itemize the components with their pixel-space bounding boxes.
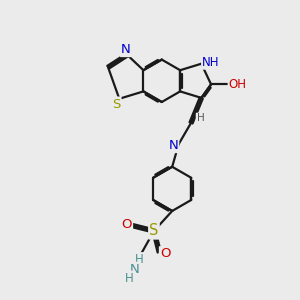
- Text: S: S: [112, 98, 121, 111]
- Text: H: H: [135, 253, 144, 266]
- Text: O: O: [122, 218, 132, 231]
- Text: N: N: [121, 43, 130, 56]
- Text: NH: NH: [202, 56, 220, 69]
- Text: H: H: [196, 113, 204, 124]
- Text: O: O: [160, 247, 170, 260]
- Text: H: H: [125, 272, 134, 285]
- Text: N: N: [169, 139, 178, 152]
- Text: N: N: [130, 263, 140, 276]
- Text: S: S: [149, 224, 159, 238]
- Text: OH: OH: [229, 78, 247, 91]
